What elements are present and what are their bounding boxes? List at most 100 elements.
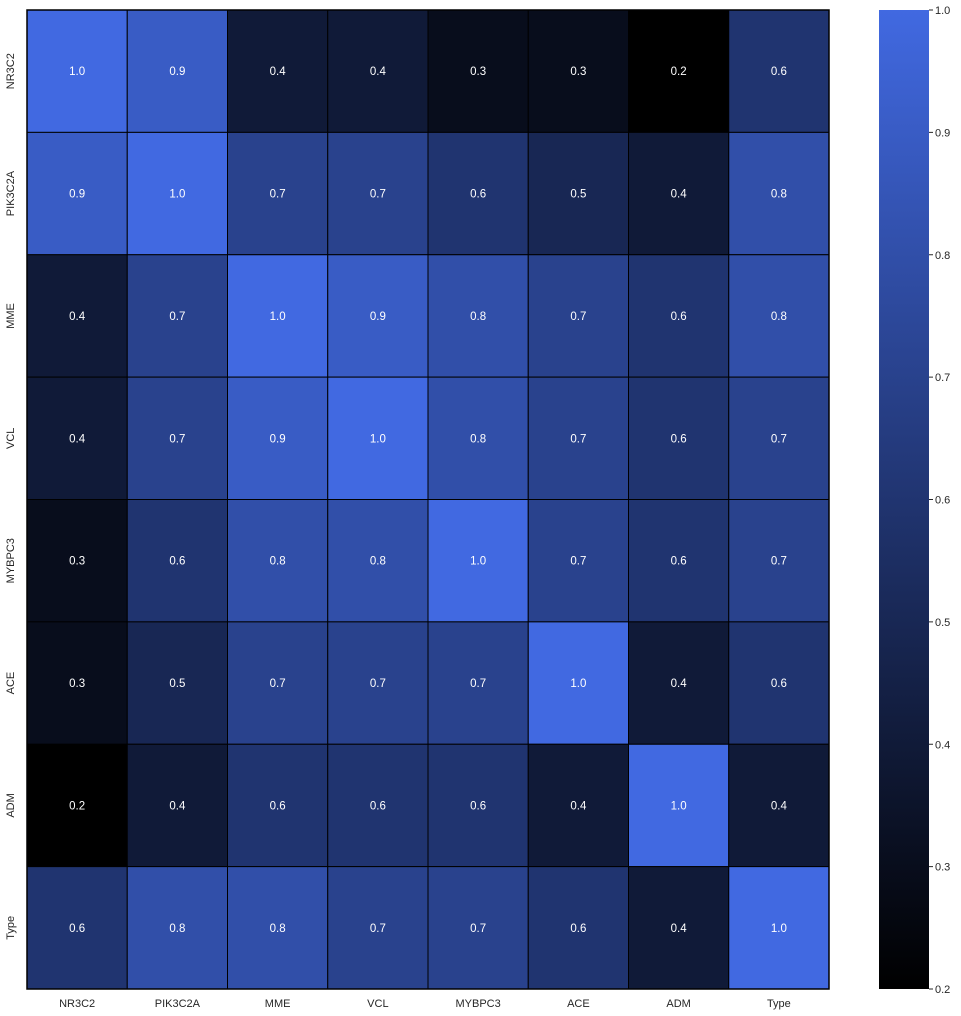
x-tick-label-pik3c2a: PIK3C2A xyxy=(155,998,201,1010)
y-tick-label-mybpc3: MYBPC3 xyxy=(5,538,17,583)
cell-value-label: 0.7 xyxy=(270,678,286,690)
heatmap-cell-adm-mybpc3 xyxy=(427,743,529,868)
cell-value-label: 1.0 xyxy=(570,678,586,690)
cell-value-label: 0.6 xyxy=(671,433,687,445)
cell-value-label: 0.2 xyxy=(69,800,85,812)
heatmap-cell-mme-mme xyxy=(227,254,329,378)
cell-value-label: 0.6 xyxy=(270,800,286,812)
cell-value-label: 0.2 xyxy=(671,66,687,78)
cell-value-label: 0.7 xyxy=(771,556,787,568)
heatmap-cell-adm-pik3c2a xyxy=(126,743,228,868)
cell-value-label: 0.7 xyxy=(169,311,185,323)
cell-value-label: 1.0 xyxy=(470,556,486,568)
colorbar-tick-label: 0.9 xyxy=(935,127,950,139)
colorbar-tick-label: 0.6 xyxy=(935,495,950,507)
cell-value-label: 0.8 xyxy=(169,923,185,935)
heatmap-cell-mme-adm xyxy=(628,254,730,378)
cell-value-label: 1.0 xyxy=(771,923,787,935)
y-axis-tick-labels: NR3C2 PIK3C2A MME VCL MYBPC3 ACE ADM Type xyxy=(5,53,17,940)
heatmap-cell-nr3c2-mybpc3 xyxy=(427,9,529,133)
heatmap-cell-nr3c2-nr3c2 xyxy=(26,9,128,133)
cell-value-label: 0.8 xyxy=(771,189,787,201)
colorbar-tick-label: 0.4 xyxy=(935,739,950,751)
cell-value-label: 1.0 xyxy=(169,189,185,201)
heatmap-cell-adm-adm xyxy=(628,743,730,868)
y-tick-label-nr3c2: NR3C2 xyxy=(5,53,17,89)
colorbar-tick-label: 1.0 xyxy=(935,5,950,17)
heatmap-cell-pik3c2a-mybpc3 xyxy=(427,131,529,256)
heatmap-cell-mme-ace xyxy=(527,254,629,378)
cell-value-label: 0.6 xyxy=(370,800,386,812)
heatmap-cell-mybpc3-vcl xyxy=(327,499,429,623)
cell-value-label: 0.8 xyxy=(470,433,486,445)
heatmap-cell-adm-type xyxy=(728,743,830,868)
heatmap-cell-type-type xyxy=(728,866,830,990)
x-tick-label-nr3c2: NR3C2 xyxy=(59,998,95,1010)
cell-value-label: 0.5 xyxy=(169,678,185,690)
heatmap-cell-type-mme xyxy=(227,866,329,990)
heatmap-cell-vcl-nr3c2 xyxy=(26,376,128,500)
cell-value-label: 1.0 xyxy=(370,433,386,445)
cell-value-label: 0.7 xyxy=(370,923,386,935)
cell-value-label: 0.3 xyxy=(570,66,586,78)
cell-value-label: 0.7 xyxy=(370,678,386,690)
x-tick-label-mme: MME xyxy=(265,998,291,1010)
heatmap-cell-pik3c2a-adm xyxy=(628,131,730,256)
cell-value-label: 0.3 xyxy=(69,678,85,690)
heatmap-cell-vcl-vcl xyxy=(327,376,429,500)
colorbar-tick-label: 0.2 xyxy=(935,984,950,996)
cell-value-label: 1.0 xyxy=(69,66,85,78)
heatmap-cell-mme-vcl xyxy=(327,254,429,378)
heatmap-cell-pik3c2a-pik3c2a xyxy=(126,131,228,256)
y-tick-label-vcl: VCL xyxy=(5,428,17,449)
heatmap-cell-ace-type xyxy=(728,621,830,745)
cell-value-label: 0.6 xyxy=(771,66,787,78)
cell-value-label: 0.8 xyxy=(370,556,386,568)
heatmap-cell-adm-ace xyxy=(527,743,629,868)
cell-value-label: 0.8 xyxy=(470,311,486,323)
heatmap-cell-adm-mme xyxy=(227,743,329,868)
heatmap-frame xyxy=(26,9,830,990)
colorbar-tick-label: 0.3 xyxy=(935,862,950,874)
heatmap-cell-ace-mme xyxy=(227,621,329,745)
cell-value-label: 0.3 xyxy=(470,66,486,78)
cell-value-label: 0.7 xyxy=(169,433,185,445)
cell-value-label: 0.6 xyxy=(169,556,185,568)
heatmap-cell-mme-mybpc3 xyxy=(427,254,529,378)
heatmap-cell-adm-nr3c2 xyxy=(26,743,128,868)
heatmap-cell-ace-adm xyxy=(628,621,730,745)
cell-value-label: 0.7 xyxy=(270,189,286,201)
cell-value-label: 0.4 xyxy=(69,433,86,445)
heatmap-cell-vcl-mybpc3 xyxy=(427,376,529,500)
heatmap-cell-labels: 1.0 0.9 0.4 0.4 0.3 0.3 0.2 0.6 0.9 1.0 0.7 0.7 0.6 0… xyxy=(69,66,787,935)
heatmap-cell-nr3c2-ace xyxy=(527,9,629,133)
cell-value-label: 0.3 xyxy=(69,556,85,568)
heatmap-cell-ace-pik3c2a xyxy=(126,621,228,745)
cell-value-label: 0.6 xyxy=(671,311,687,323)
cell-value-label: 0.6 xyxy=(470,800,486,812)
cell-value-label: 0.6 xyxy=(570,923,586,935)
y-tick-label-adm: ADM xyxy=(5,793,17,817)
heatmap-cell-pik3c2a-vcl xyxy=(327,131,429,256)
heatmap-cell-pik3c2a-type xyxy=(728,131,830,256)
cell-value-label: 0.6 xyxy=(69,923,85,935)
cell-value-label: 0.4 xyxy=(671,189,688,201)
cell-value-label: 0.7 xyxy=(370,189,386,201)
colorbar-ticks: 0.2 0.3 0.4 0.5 0.6 0.7 0.8 0.9 1.0 xyxy=(929,5,950,996)
heatmap-cell-ace-mybpc3 xyxy=(427,621,529,745)
heatmap-cells xyxy=(26,9,830,990)
cell-value-label: 0.6 xyxy=(671,556,687,568)
heatmap-cell-type-ace xyxy=(527,866,629,990)
cell-value-label: 0.9 xyxy=(370,311,386,323)
y-tick-label-mme: MME xyxy=(5,303,17,329)
cell-value-label: 0.4 xyxy=(671,678,688,690)
colorbar-gradient xyxy=(879,10,929,989)
heatmap-cell-type-mybpc3 xyxy=(427,866,529,990)
cell-value-label: 0.9 xyxy=(270,433,286,445)
x-tick-label-ace: ACE xyxy=(567,998,590,1010)
cell-value-label: 0.7 xyxy=(470,923,486,935)
heatmap-cell-mybpc3-mme xyxy=(227,499,329,623)
cell-value-label: 0.4 xyxy=(570,800,587,812)
heatmap-cell-nr3c2-pik3c2a xyxy=(126,9,228,133)
